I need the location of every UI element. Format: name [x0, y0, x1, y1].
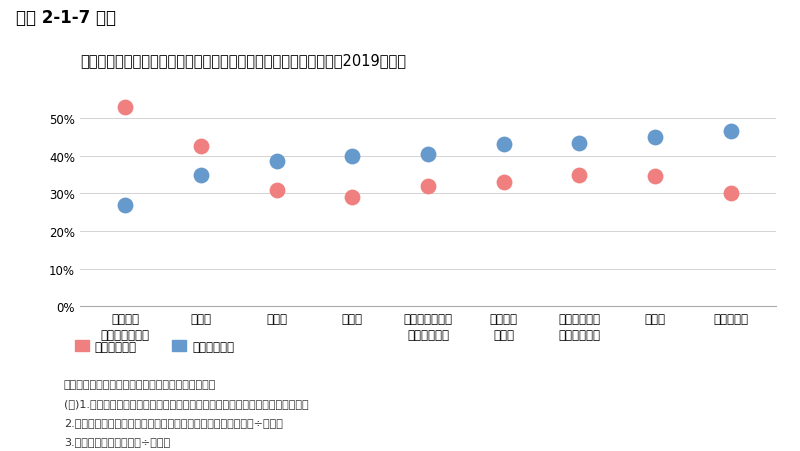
Point [724, 190, 737, 198]
Point [346, 153, 358, 160]
Point [649, 173, 662, 180]
Text: 資料：財務省「令和元年度法人企業統計調査年報」: 資料：財務省「令和元年度法人企業統計調査年報」 [64, 379, 216, 389]
Point [119, 202, 132, 209]
Text: 2.借入金依存度＝（金融機関借入金＋その他の借入金＋社債）÷総資産: 2.借入金依存度＝（金融機関借入金＋その他の借入金＋社債）÷総資産 [64, 417, 283, 427]
Point [498, 179, 510, 186]
Point [422, 151, 434, 158]
Text: ＜第 2-1-7 図＞: ＜第 2-1-7 図＞ [16, 9, 116, 27]
Point [270, 158, 283, 166]
Point [194, 171, 207, 179]
Legend: 借入金依存度, 自己資本比率: 借入金依存度, 自己資本比率 [70, 335, 239, 358]
Point [119, 104, 132, 111]
Point [724, 128, 737, 135]
Point [346, 194, 358, 201]
Text: (注)1.ここでいう中規模企業とは資本金１千万円以上１億円未満の企業とする。: (注)1.ここでいう中規模企業とは資本金１千万円以上１億円未満の企業とする。 [64, 398, 309, 408]
Point [573, 171, 586, 179]
Point [649, 134, 662, 141]
Text: 業種別に見た、中規模企業の自己資本比率・借入金依存度の平均（2019年度）: 業種別に見た、中規模企業の自己資本比率・借入金依存度の平均（2019年度） [80, 53, 406, 68]
Point [422, 183, 434, 190]
Point [270, 187, 283, 194]
Text: 3.自己資本比率＝純資産÷総資産: 3.自己資本比率＝純資産÷総資産 [64, 436, 170, 446]
Point [573, 139, 586, 147]
Point [194, 143, 207, 151]
Point [498, 142, 510, 149]
